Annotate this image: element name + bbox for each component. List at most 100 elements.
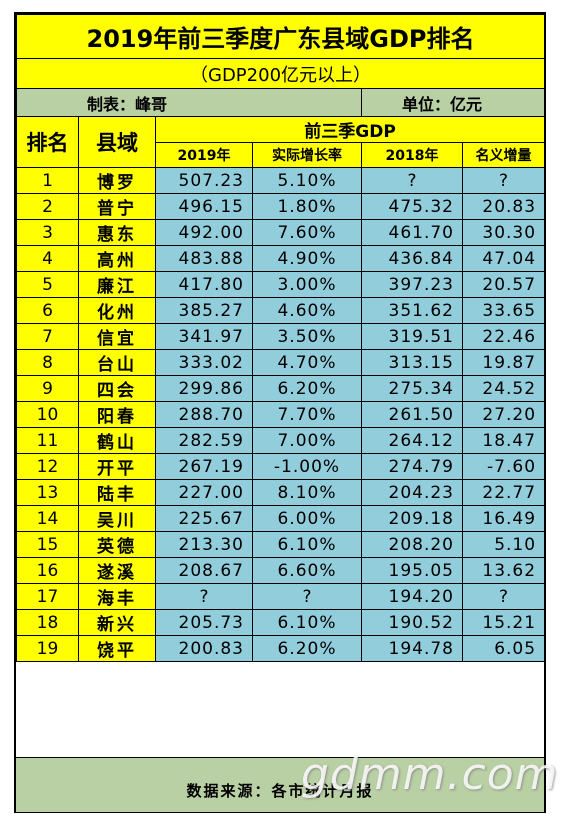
- growth-cell: 6.10%: [252, 609, 362, 636]
- table-row: 17 海丰?? 194.20?: [16, 583, 546, 610]
- table-row: 2 普宁 496.15 1.80% 475.32 20.83: [16, 193, 546, 220]
- data-source: 数据来源：各市统计月报: [186, 782, 374, 800]
- gdp-group-header: 前三季GDP: [154, 116, 546, 143]
- county-cell: 开平: [78, 453, 156, 480]
- gdp2018-cell: 194.78: [361, 635, 463, 662]
- county-cell: 新兴: [78, 609, 156, 636]
- rank-cell: 17: [16, 583, 79, 610]
- increase-cell: 20.57: [461, 271, 546, 298]
- increase-cell: 22.77: [461, 479, 546, 506]
- rank-cell: 13: [16, 479, 79, 506]
- rank-cell: 15: [16, 531, 79, 558]
- county-cell: 四会: [78, 375, 156, 402]
- growth-cell: -1.00%: [252, 453, 362, 480]
- county-cell: 高州: [78, 245, 156, 272]
- rank-cell: 1: [16, 167, 79, 194]
- growth-cell: 7.60%: [252, 219, 362, 246]
- rank-cell: 18: [16, 609, 79, 636]
- gdp2018-cell: ?: [361, 167, 463, 194]
- increase-cell: 27.20: [461, 401, 546, 428]
- real-growth-header: 实际增长率: [252, 142, 362, 168]
- gdp2018-cell: 208.20: [361, 531, 463, 558]
- rank-header: 排名: [16, 116, 79, 168]
- increase-cell: 13.62: [461, 557, 546, 584]
- growth-cell: 6.20%: [252, 375, 362, 402]
- gdp2019-cell: 227.00: [155, 479, 253, 506]
- table-row: 10 阳春 288.70 7.70% 261.50 27.20: [16, 401, 546, 428]
- growth-cell: 4.90%: [252, 245, 362, 272]
- table-row: 15 英德 213.30 6.10% 208.20 5.10: [16, 531, 546, 558]
- growth-cell: 7.70%: [252, 401, 362, 428]
- rank-cell: 14: [16, 505, 79, 532]
- rank-cell: 9: [16, 375, 79, 402]
- gdp2019-cell: 205.73: [155, 609, 253, 636]
- gdp2019-cell: 341.97: [155, 323, 253, 350]
- rank-cell: 10: [16, 401, 79, 428]
- growth-cell: 4.60%: [252, 297, 362, 324]
- growth-cell: 5.10%: [252, 167, 362, 194]
- table-row: 5 廉江 417.80 3.00% 397.23 20.57: [16, 271, 546, 298]
- gdp2019-cell: 225.67: [155, 505, 253, 532]
- rank-cell: 12: [16, 453, 79, 480]
- gdp2019-cell: 385.27: [155, 297, 253, 324]
- county-cell: 吴川: [78, 505, 156, 532]
- gdp2019-cell: 213.30: [155, 531, 253, 558]
- county-cell: 英德: [78, 531, 156, 558]
- rank-cell: 2: [16, 193, 79, 220]
- county-cell: 陆丰: [78, 479, 156, 506]
- increase-cell: 47.04: [461, 245, 546, 272]
- growth-cell: 7.00%: [252, 427, 362, 454]
- gdp2018-cell: 319.51: [361, 323, 463, 350]
- growth-cell: 6.20%: [252, 635, 362, 662]
- increase-cell: 30.30: [461, 219, 546, 246]
- gdp2018-cell: 261.50: [361, 401, 463, 428]
- table-row: 18 新兴 205.73 6.10% 190.52 15.21: [16, 609, 546, 636]
- county-cell: 海丰: [78, 583, 156, 610]
- county-cell: 遂溪: [78, 557, 156, 584]
- gdp2018-cell: 397.23: [361, 271, 463, 298]
- gdp2019-cell: 288.70: [155, 401, 253, 428]
- gdp2019-cell: 417.80: [155, 271, 253, 298]
- table-row: 11 鹤山 282.59 7.00% 264.12 18.47: [16, 427, 546, 454]
- gdp2018-cell: 475.32: [361, 193, 463, 220]
- gdp2018-cell: 190.52: [361, 609, 463, 636]
- growth-cell: 6.00%: [252, 505, 362, 532]
- gdp2019-cell: 299.86: [155, 375, 253, 402]
- table-row: 7 信宜 341.97 3.50% 319.51 22.46: [16, 323, 546, 350]
- table-row: 4 高州 483.88 4.90% 436.84 47.04: [16, 245, 546, 272]
- gdp2018-cell: 195.05: [361, 557, 463, 584]
- increase-cell: -7.60: [461, 453, 546, 480]
- rank-cell: 8: [16, 349, 79, 376]
- gdp2018-cell: 209.18: [361, 505, 463, 532]
- table-row: 6 化州 385.27 4.60% 351.62 33.65: [16, 297, 546, 324]
- county-cell: 饶平: [78, 635, 156, 662]
- spreadsheet-sheet: 2019年前三季度广东县域GDP排名 （GDP200亿元以上） 制表：峰哥 单位…: [14, 12, 558, 813]
- rank-cell: 19: [16, 635, 79, 662]
- table-subtitle: （GDP200亿元以上）: [15, 58, 546, 89]
- gdp2018-cell: 275.34: [361, 375, 463, 402]
- gdp-ranking-table: 2019年前三季度广东县域GDP排名 （GDP200亿元以上） 制表：峰哥 单位…: [15, 14, 546, 662]
- rank-cell: 6: [16, 297, 79, 324]
- gdp2019-cell: 492.00: [155, 219, 253, 246]
- table-row: 9 四会 299.86 6.20% 275.34 24.52: [16, 375, 546, 402]
- unit-label: 单位：亿元: [360, 88, 546, 117]
- gdp2019-cell: 282.59: [155, 427, 253, 454]
- table-row: 1 博罗 507.23 5.10%??: [16, 167, 546, 194]
- county-cell: 惠东: [78, 219, 156, 246]
- gdp2019-cell: 208.67: [155, 557, 253, 584]
- table-row: 8 台山 333.02 4.70% 313.15 19.87: [16, 349, 546, 376]
- table-row: 13 陆丰 227.00 8.10% 204.23 22.77: [16, 479, 546, 506]
- growth-cell: 3.00%: [252, 271, 362, 298]
- gdp2018-cell: 274.79: [361, 453, 463, 480]
- gdp2018-cell: 461.70: [361, 219, 463, 246]
- gdp2018-cell: 194.20: [361, 583, 463, 610]
- gdp2019-cell: 200.83: [155, 635, 253, 662]
- increase-cell: ?: [461, 583, 546, 610]
- gdp2018-cell: 204.23: [361, 479, 463, 506]
- county-cell: 化州: [78, 297, 156, 324]
- gdp2019-cell: 496.15: [155, 193, 253, 220]
- footer-band: 数据来源：各市统计月报: [16, 757, 544, 812]
- table-row: 16 遂溪 208.67 6.60% 195.05 13.62: [16, 557, 546, 584]
- gdp2019-cell: 507.23: [155, 167, 253, 194]
- county-cell: 鹤山: [78, 427, 156, 454]
